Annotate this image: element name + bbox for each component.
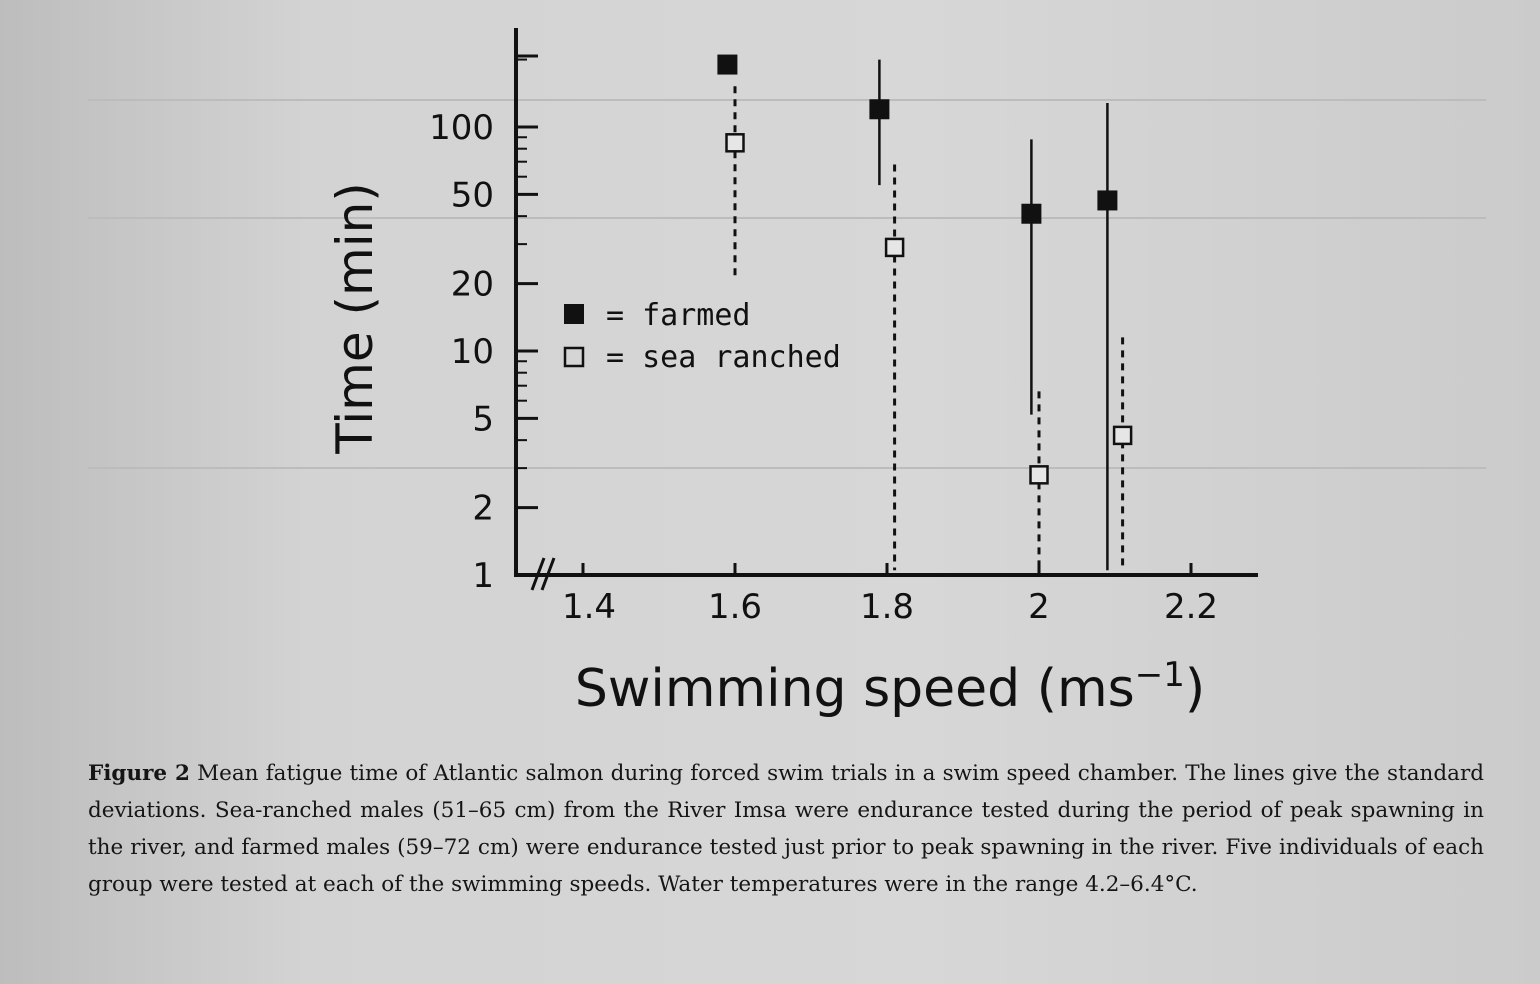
x-tick-labels: 1.4 1.6 1.8 2 2.2	[562, 587, 1218, 627]
legend-sea-ranched-swatch	[563, 346, 585, 368]
figure-label: Figure 2	[88, 761, 190, 786]
x-axis-unit-close: )	[1185, 659, 1205, 719]
figure-caption-text: Mean fatigue time of Atlantic salmon dur…	[88, 761, 1484, 897]
y-tick-label: 2	[472, 489, 494, 529]
chart-axes	[514, 28, 1258, 591]
x-tick-label: 1.6	[708, 587, 762, 627]
x-axis-title: Swimming speed (ms−1)	[575, 655, 1205, 719]
x-tick-label: 1.8	[860, 587, 914, 627]
marker-sea-ranched	[884, 237, 905, 258]
figure-caption: Figure 2 Mean fatigue time of Atlantic s…	[88, 755, 1484, 903]
y-tick-label: 10	[451, 332, 494, 372]
y-axis-title: Time (min)	[326, 182, 384, 455]
x-tick-label: 2	[1028, 587, 1050, 627]
y-tick-label: 1	[472, 556, 494, 596]
x-tick-label: 2.2	[1164, 587, 1218, 627]
x-tick-label: 1.4	[562, 587, 616, 627]
y-tick-label: 50	[451, 175, 494, 215]
x-axis-title-text: Swimming speed	[575, 659, 1020, 719]
legend: = farmed = sea ranched	[563, 298, 841, 375]
marker-sea-ranched	[725, 133, 745, 153]
y-tick-label: 100	[429, 108, 494, 148]
y-tick-labels: 1 2 5 10 20 50 100	[429, 108, 494, 596]
marker-farmed	[869, 99, 890, 120]
x-axis-unit: (ms	[1037, 659, 1135, 719]
marker-farmed	[1021, 203, 1042, 224]
marker-farmed	[1097, 190, 1118, 211]
y-tick-label: 5	[472, 399, 494, 439]
data-markers	[717, 54, 1133, 485]
legend-farmed-label: = farmed	[606, 298, 751, 333]
fatigue-time-chart: 1.4 1.6 1.8 2 2.2 1 2 5 10 20 50 100 Time (min) Sw…	[88, 28, 1486, 719]
legend-sea-ranched-label: = sea ranched	[606, 340, 841, 375]
legend-farmed-swatch	[564, 304, 584, 324]
axis-break-mark	[540, 557, 556, 591]
error-bars	[733, 59, 1125, 571]
marker-farmed	[717, 54, 738, 75]
y-tick-label: 20	[451, 265, 494, 305]
x-axis-unit-exponent: −1	[1135, 655, 1185, 695]
bleed-through-rules	[88, 99, 1486, 469]
marker-sea-ranched	[1112, 425, 1133, 446]
marker-sea-ranched	[1029, 465, 1049, 485]
